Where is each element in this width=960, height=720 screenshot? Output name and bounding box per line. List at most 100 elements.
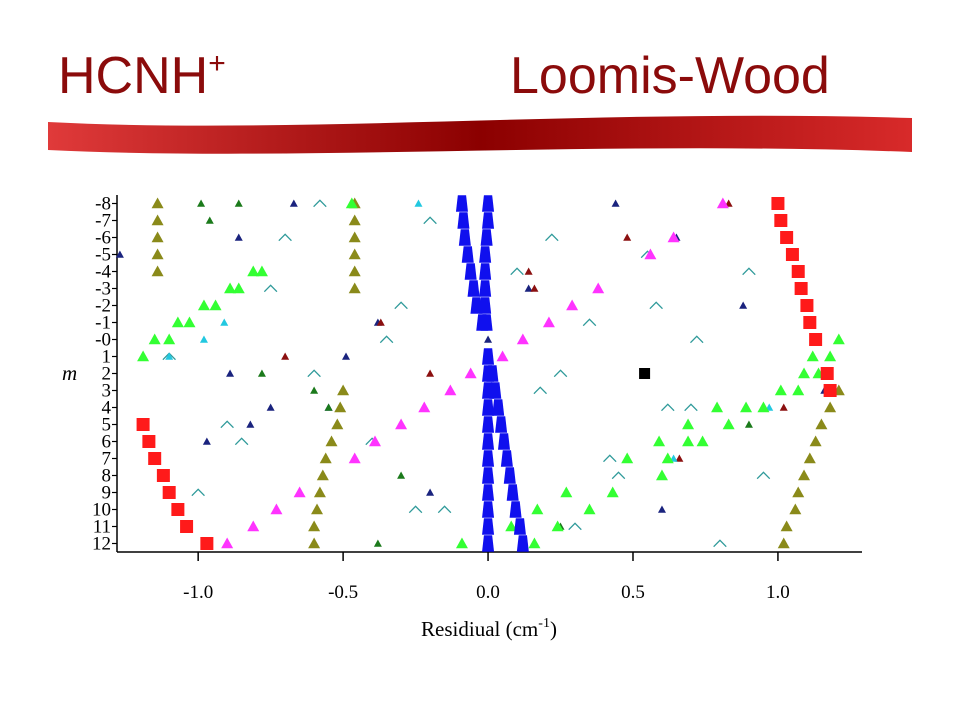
triangle-marker bbox=[779, 403, 788, 411]
triangle-marker bbox=[319, 452, 332, 464]
triangle-marker bbox=[682, 435, 695, 447]
triangle-marker bbox=[792, 486, 805, 498]
triangle-marker bbox=[226, 369, 235, 377]
triangle-marker bbox=[293, 486, 306, 498]
caret-marker bbox=[423, 216, 437, 225]
y-tick-label: 6 bbox=[102, 432, 112, 453]
triangle-marker bbox=[566, 299, 579, 311]
square-marker bbox=[156, 469, 170, 482]
y-tick-label: 9 bbox=[102, 483, 112, 504]
triangle-marker bbox=[209, 299, 222, 311]
triangle-marker bbox=[348, 231, 361, 243]
triangle-marker bbox=[397, 471, 406, 479]
triangle-marker bbox=[661, 452, 674, 464]
triangle-marker bbox=[611, 199, 620, 207]
y-tick-label: -3 bbox=[95, 279, 111, 300]
y-tick-label: -8 bbox=[95, 194, 111, 215]
caret-marker bbox=[234, 437, 249, 446]
triangle-marker bbox=[199, 335, 208, 343]
triangle-marker bbox=[803, 452, 816, 464]
triangle-marker bbox=[324, 403, 333, 411]
caret-marker bbox=[307, 369, 321, 378]
y-tick-label: 12 bbox=[92, 534, 111, 555]
y-tick-label: 3 bbox=[102, 381, 112, 402]
trapezoid-marker bbox=[500, 450, 513, 467]
y-tick-label: -5 bbox=[95, 245, 111, 266]
square-marker bbox=[162, 486, 176, 499]
triangle-marker bbox=[224, 282, 237, 294]
trapezoid-marker bbox=[482, 399, 495, 416]
triangle-marker bbox=[221, 537, 234, 549]
y-tick-label: -6 bbox=[95, 228, 111, 249]
caret-marker bbox=[379, 335, 394, 344]
triangle-marker bbox=[234, 233, 243, 241]
plot: -1.0 -0.5 0.0 0.5 1.0-8-7-6-5-4-3-2-1-012345… bbox=[92, 194, 862, 603]
triangle-marker bbox=[266, 403, 275, 411]
triangle-marker bbox=[667, 231, 680, 243]
y-tick-label: 7 bbox=[102, 449, 112, 470]
caret-marker bbox=[191, 488, 205, 497]
triangle-marker bbox=[809, 435, 822, 447]
triangle-marker bbox=[524, 267, 533, 275]
y-axis-label: m bbox=[62, 361, 77, 385]
triangle-marker bbox=[798, 469, 811, 481]
triangle-marker bbox=[310, 386, 319, 394]
x-tick-label: 0.0 bbox=[476, 582, 500, 603]
caret-marker bbox=[220, 420, 234, 429]
triangle-marker bbox=[171, 316, 184, 328]
caret-marker bbox=[394, 301, 408, 310]
triangle-marker bbox=[716, 197, 729, 209]
triangle-marker bbox=[151, 214, 164, 226]
triangle-marker bbox=[606, 486, 619, 498]
triangle-marker bbox=[308, 520, 321, 532]
triangle-marker bbox=[696, 435, 709, 447]
x-axis-label: Residiual (cm-1) bbox=[421, 616, 557, 641]
triangle-marker bbox=[806, 350, 819, 362]
triangle-marker bbox=[530, 284, 539, 292]
triangle-marker bbox=[115, 250, 124, 258]
square-marker bbox=[820, 367, 834, 380]
triangle-marker bbox=[255, 265, 268, 277]
triangle-marker bbox=[151, 231, 164, 243]
trapezoid-marker bbox=[506, 484, 519, 501]
triangle-marker bbox=[348, 452, 361, 464]
triangle-marker bbox=[792, 384, 805, 396]
caret-marker bbox=[742, 267, 756, 276]
trapezoid-marker bbox=[482, 195, 495, 212]
trapezoid-marker bbox=[489, 382, 502, 399]
trapezoid-marker bbox=[457, 212, 470, 229]
triangle-marker bbox=[426, 369, 435, 377]
triangle-marker bbox=[151, 248, 164, 260]
trapezoid-marker bbox=[479, 280, 492, 297]
square-marker bbox=[800, 299, 814, 312]
caret-marker bbox=[661, 403, 675, 412]
banner-swoosh bbox=[48, 115, 912, 154]
trapezoid-marker bbox=[503, 467, 516, 484]
triangle-marker bbox=[151, 197, 164, 209]
triangle-marker bbox=[247, 520, 260, 532]
triangle-marker bbox=[270, 503, 283, 515]
title-main: HCNH bbox=[58, 47, 208, 105]
trapezoid-marker bbox=[480, 314, 493, 331]
title: HCNH+ bbox=[58, 47, 226, 105]
trapezoid-marker bbox=[479, 263, 492, 280]
square-marker bbox=[771, 197, 785, 210]
square-marker bbox=[803, 316, 817, 329]
triangle-marker bbox=[722, 418, 735, 430]
triangle-marker bbox=[675, 454, 684, 462]
square-marker bbox=[171, 503, 185, 516]
triangle-marker bbox=[528, 537, 541, 549]
triangle-marker bbox=[824, 350, 837, 362]
triangle-marker bbox=[137, 350, 150, 362]
triangle-marker bbox=[653, 435, 666, 447]
caret-marker bbox=[313, 199, 327, 208]
caret-marker bbox=[408, 505, 423, 514]
triangle-marker bbox=[376, 318, 385, 326]
triangle-marker bbox=[395, 418, 408, 430]
triangle-marker bbox=[623, 233, 632, 241]
y-tick-label: -1 bbox=[95, 313, 111, 334]
square-marker bbox=[785, 248, 799, 261]
triangle-marker bbox=[655, 469, 668, 481]
square-marker bbox=[780, 231, 794, 244]
